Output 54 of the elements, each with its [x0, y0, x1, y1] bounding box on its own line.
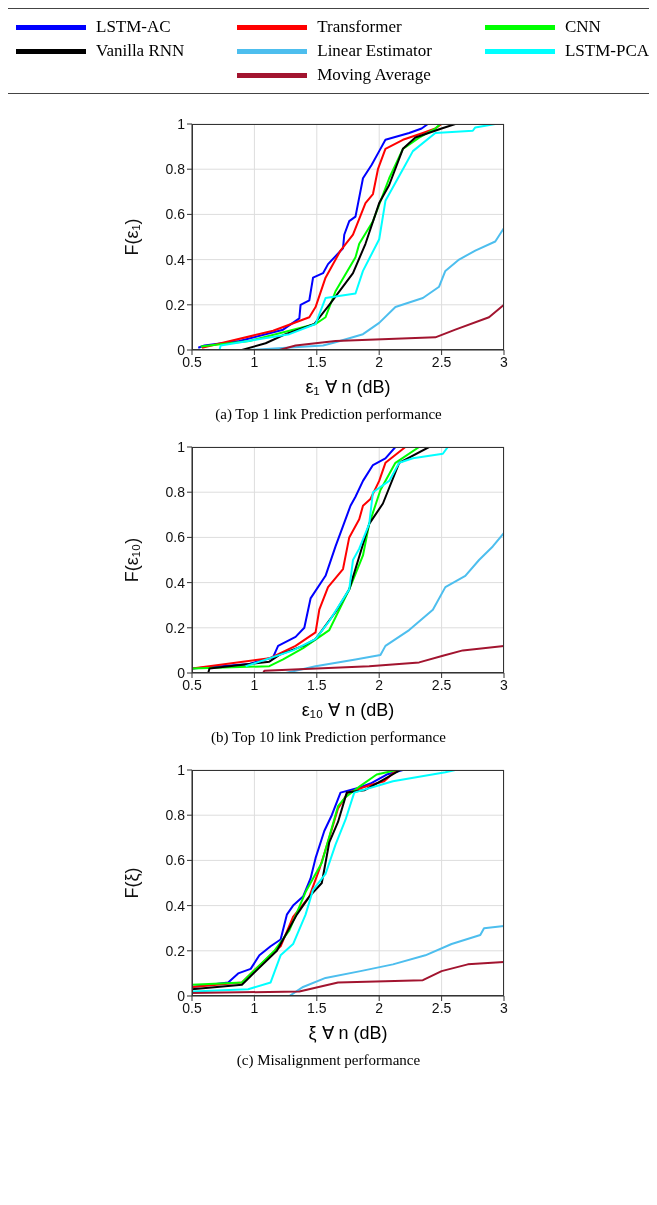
y-tick-label: 1 — [177, 438, 186, 455]
y-tick-label: 0.8 — [165, 161, 186, 178]
x-axis-title: ε₁ ∀ n (dB) — [304, 376, 392, 398]
x-axis-title: ξ ∀ n (dB) — [307, 1022, 389, 1044]
y-tick-label: 0 — [177, 341, 186, 358]
line-series — [262, 644, 504, 673]
text: (c) Misalignment performance — [235, 1052, 422, 1069]
text: (a) Top 1 link Prediction performance — [214, 406, 443, 423]
line-series — [244, 447, 449, 668]
x-tick-label: 1.5 — [307, 999, 327, 1016]
line-series — [288, 924, 504, 996]
legend-label: CNN — [564, 17, 601, 37]
x-tick-label: 2 — [375, 676, 384, 693]
text: (b) Top 10 link Prediction performance — [210, 729, 447, 746]
x-tick-label: 1 — [250, 999, 259, 1016]
y-tick-label: 0.2 — [165, 296, 186, 313]
legend-label: LSTM-AC — [96, 17, 171, 37]
y-tick-label: 0.6 — [165, 529, 186, 546]
x-tick-label: 2.5 — [431, 353, 452, 370]
x-tick-label: 1 — [250, 676, 259, 693]
x-tick-label: 3 — [500, 353, 509, 370]
y-tick-label: 0.4 — [165, 897, 186, 914]
y-axis-title: F(ε₁₀) — [122, 537, 143, 583]
x-tick-label: 2 — [375, 353, 384, 370]
legend-label: Linear Estimator — [317, 41, 432, 61]
x-tick-label: 2.5 — [431, 676, 452, 693]
y-tick-label: 0.4 — [165, 251, 186, 268]
x-tick-label: 1 — [250, 353, 259, 370]
y-tick-label: 1 — [177, 761, 186, 778]
legend-label: LSTM-PCA — [564, 41, 649, 61]
y-tick-label: 1 — [177, 115, 186, 132]
y-tick-label: 0.8 — [165, 807, 186, 824]
y-tick-label: 0.6 — [165, 206, 186, 223]
x-tick-label: 3 — [500, 676, 509, 693]
y-tick-label: 0 — [177, 664, 186, 681]
x-tick-label: 1.5 — [307, 353, 327, 370]
legend-label: Moving Average — [317, 65, 431, 85]
line-series — [240, 124, 457, 350]
legend-label: Transformer — [317, 17, 402, 37]
y-tick-label: 0.2 — [165, 942, 186, 959]
x-tick-label: 3 — [500, 999, 509, 1016]
x-tick-label: 2 — [375, 999, 384, 1016]
y-tick-label: 0.2 — [165, 619, 186, 636]
y-axis-title: F(ε₁) — [122, 218, 143, 256]
y-tick-label: 0.8 — [165, 484, 186, 501]
x-tick-label: 1.5 — [307, 676, 327, 693]
legend-label: Vanilla RNN — [96, 41, 185, 61]
x-tick-label: 2.5 — [431, 999, 452, 1016]
y-tick-label: 0 — [177, 987, 186, 1004]
line-series — [278, 303, 504, 350]
y-axis-title: F(ξ) — [122, 867, 143, 899]
y-tick-label: 0.4 — [165, 574, 186, 591]
y-tick-label: 0.6 — [165, 852, 186, 869]
x-axis-title: ε₁₀ ∀ n (dB) — [300, 699, 396, 721]
